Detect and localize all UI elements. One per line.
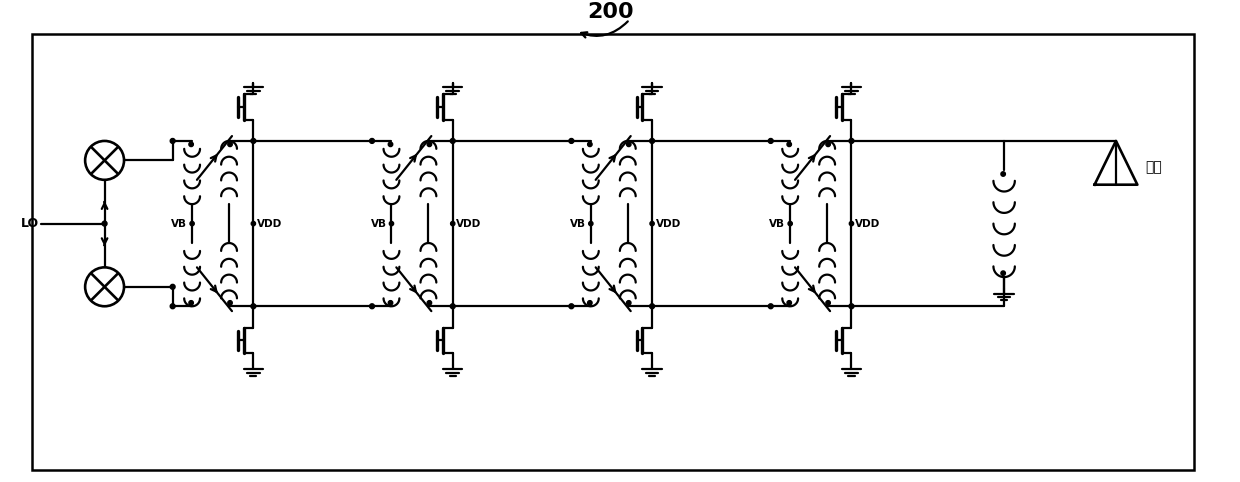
Circle shape	[588, 301, 591, 305]
Text: 天线: 天线	[1146, 160, 1162, 174]
Circle shape	[826, 301, 831, 305]
Circle shape	[588, 142, 591, 147]
Circle shape	[769, 138, 774, 143]
Circle shape	[188, 301, 193, 305]
Circle shape	[650, 138, 655, 143]
Circle shape	[769, 304, 774, 308]
Circle shape	[370, 304, 374, 308]
Circle shape	[787, 142, 791, 147]
Circle shape	[849, 304, 854, 308]
Circle shape	[450, 304, 455, 308]
Circle shape	[389, 221, 393, 226]
Circle shape	[188, 142, 193, 147]
Circle shape	[450, 138, 455, 143]
Circle shape	[170, 138, 175, 143]
Circle shape	[252, 221, 255, 226]
Text: VB: VB	[371, 219, 387, 228]
Circle shape	[569, 138, 574, 143]
Circle shape	[388, 142, 393, 147]
Circle shape	[170, 284, 175, 289]
Circle shape	[569, 304, 574, 308]
Text: VB: VB	[769, 219, 785, 228]
Circle shape	[1001, 271, 1006, 275]
Text: VDD: VDD	[456, 219, 481, 228]
Text: VB: VB	[171, 219, 187, 228]
Circle shape	[427, 301, 432, 305]
Circle shape	[589, 221, 593, 226]
Circle shape	[228, 142, 232, 147]
Circle shape	[826, 142, 831, 147]
Circle shape	[450, 221, 455, 226]
Circle shape	[626, 301, 631, 305]
Circle shape	[1001, 172, 1006, 176]
Circle shape	[250, 138, 255, 143]
Text: 200: 200	[587, 2, 634, 22]
Circle shape	[849, 138, 854, 143]
Circle shape	[250, 304, 255, 308]
Circle shape	[170, 304, 175, 308]
Text: VB: VB	[570, 219, 587, 228]
Circle shape	[190, 221, 195, 226]
Text: VDD: VDD	[257, 219, 281, 228]
Circle shape	[626, 142, 631, 147]
Circle shape	[849, 221, 853, 226]
FancyBboxPatch shape	[32, 34, 1194, 469]
Circle shape	[650, 304, 655, 308]
Text: LO: LO	[21, 217, 40, 230]
Text: VDD: VDD	[854, 219, 880, 228]
Circle shape	[650, 221, 655, 226]
Circle shape	[102, 221, 107, 226]
Circle shape	[370, 138, 374, 143]
Circle shape	[787, 301, 791, 305]
Circle shape	[427, 142, 432, 147]
Circle shape	[789, 221, 792, 226]
Text: VDD: VDD	[656, 219, 681, 228]
Circle shape	[228, 301, 232, 305]
Circle shape	[388, 301, 393, 305]
